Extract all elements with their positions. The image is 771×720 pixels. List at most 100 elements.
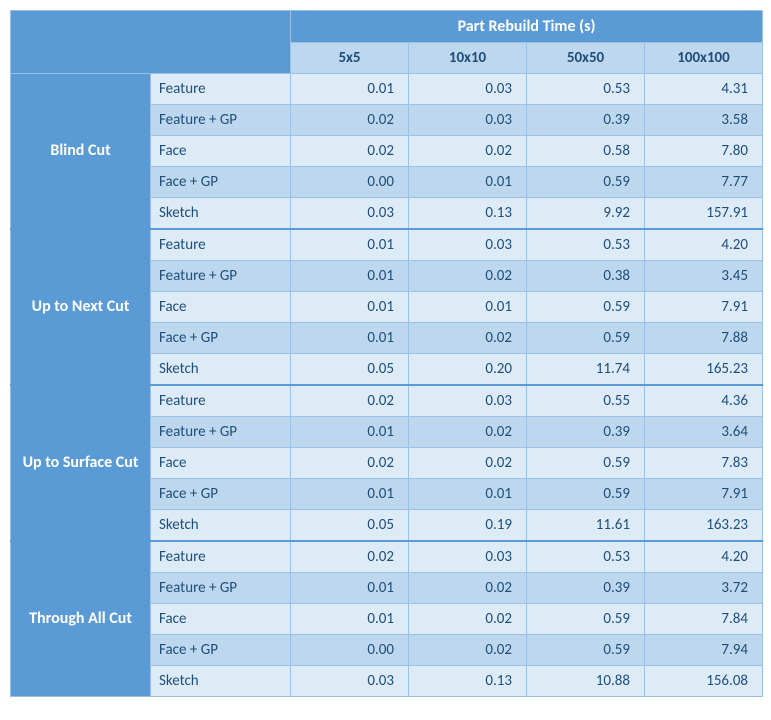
method-label: Face xyxy=(151,448,291,479)
method-label: Face xyxy=(151,604,291,635)
value-cell: 0.01 xyxy=(409,479,527,510)
value-cell: 11.61 xyxy=(527,510,645,542)
col-10x10: 10x10 xyxy=(409,43,527,74)
value-cell: 0.59 xyxy=(527,167,645,198)
value-cell: 0.05 xyxy=(291,510,409,542)
value-cell: 165.23 xyxy=(645,354,763,386)
value-cell: 9.92 xyxy=(527,198,645,230)
value-cell: 0.58 xyxy=(527,136,645,167)
value-cell: 0.01 xyxy=(291,417,409,448)
value-cell: 7.88 xyxy=(645,323,763,354)
table-row: Up to Next CutFeature0.010.030.534.20 xyxy=(11,229,763,261)
corner-blank xyxy=(11,11,291,74)
value-cell: 4.20 xyxy=(645,541,763,573)
value-cell: 0.01 xyxy=(291,323,409,354)
rebuild-time-table: Part Rebuild Time (s) 5x5 10x10 50x50 10… xyxy=(10,10,763,697)
method-label: Feature + GP xyxy=(151,261,291,292)
table-row: Blind CutFeature0.010.030.534.31 xyxy=(11,74,763,105)
value-cell: 0.39 xyxy=(527,105,645,136)
method-label: Face + GP xyxy=(151,479,291,510)
value-cell: 0.02 xyxy=(291,105,409,136)
value-cell: 0.01 xyxy=(291,604,409,635)
value-cell: 0.20 xyxy=(409,354,527,386)
value-cell: 0.02 xyxy=(409,136,527,167)
value-cell: 0.13 xyxy=(409,198,527,230)
value-cell: 0.00 xyxy=(291,167,409,198)
method-label: Feature + GP xyxy=(151,105,291,136)
value-cell: 0.00 xyxy=(291,635,409,666)
value-cell: 0.01 xyxy=(291,479,409,510)
value-cell: 0.59 xyxy=(527,323,645,354)
method-label: Sketch xyxy=(151,666,291,697)
value-cell: 0.03 xyxy=(409,541,527,573)
value-cell: 0.03 xyxy=(291,666,409,697)
method-label: Face + GP xyxy=(151,323,291,354)
value-cell: 7.91 xyxy=(645,479,763,510)
value-cell: 0.01 xyxy=(291,229,409,261)
method-label: Feature xyxy=(151,541,291,573)
value-cell: 0.02 xyxy=(409,323,527,354)
value-cell: 0.59 xyxy=(527,479,645,510)
table-row: Up to Surface CutFeature0.020.030.554.36 xyxy=(11,385,763,417)
value-cell: 0.03 xyxy=(291,198,409,230)
value-cell: 7.77 xyxy=(645,167,763,198)
method-label: Feature xyxy=(151,74,291,105)
value-cell: 3.45 xyxy=(645,261,763,292)
value-cell: 4.36 xyxy=(645,385,763,417)
value-cell: 0.59 xyxy=(527,635,645,666)
group-label: Blind Cut xyxy=(11,74,151,230)
value-cell: 4.20 xyxy=(645,229,763,261)
method-label: Feature + GP xyxy=(151,573,291,604)
method-label: Face xyxy=(151,292,291,323)
value-cell: 3.64 xyxy=(645,417,763,448)
value-cell: 0.53 xyxy=(527,74,645,105)
value-cell: 7.94 xyxy=(645,635,763,666)
value-cell: 7.83 xyxy=(645,448,763,479)
col-100x100: 100x100 xyxy=(645,43,763,74)
value-cell: 0.01 xyxy=(291,292,409,323)
col-5x5: 5x5 xyxy=(291,43,409,74)
value-cell: 10.88 xyxy=(527,666,645,697)
value-cell: 0.02 xyxy=(291,541,409,573)
value-cell: 0.02 xyxy=(291,385,409,417)
method-label: Sketch xyxy=(151,510,291,542)
method-label: Feature xyxy=(151,229,291,261)
method-label: Sketch xyxy=(151,354,291,386)
value-cell: 4.31 xyxy=(645,74,763,105)
value-cell: 0.01 xyxy=(409,167,527,198)
value-cell: 163.23 xyxy=(645,510,763,542)
value-cell: 0.01 xyxy=(291,261,409,292)
value-cell: 7.91 xyxy=(645,292,763,323)
value-cell: 0.03 xyxy=(409,385,527,417)
value-cell: 0.02 xyxy=(409,635,527,666)
value-cell: 0.03 xyxy=(409,229,527,261)
value-cell: 3.58 xyxy=(645,105,763,136)
value-cell: 0.02 xyxy=(291,448,409,479)
value-cell: 0.02 xyxy=(409,573,527,604)
group-label: Up to Surface Cut xyxy=(11,385,151,541)
value-cell: 0.39 xyxy=(527,573,645,604)
value-cell: 0.39 xyxy=(527,417,645,448)
value-cell: 156.08 xyxy=(645,666,763,697)
method-label: Feature xyxy=(151,385,291,417)
value-cell: 0.02 xyxy=(291,136,409,167)
value-cell: 7.80 xyxy=(645,136,763,167)
group-label: Through All Cut xyxy=(11,541,151,697)
method-label: Face + GP xyxy=(151,167,291,198)
value-cell: 0.01 xyxy=(291,573,409,604)
value-cell: 11.74 xyxy=(527,354,645,386)
value-cell: 0.55 xyxy=(527,385,645,417)
value-cell: 157.91 xyxy=(645,198,763,230)
value-cell: 0.01 xyxy=(291,74,409,105)
value-cell: 0.03 xyxy=(409,105,527,136)
col-50x50: 50x50 xyxy=(527,43,645,74)
method-label: Face xyxy=(151,136,291,167)
method-label: Face + GP xyxy=(151,635,291,666)
value-cell: 0.38 xyxy=(527,261,645,292)
value-cell: 0.59 xyxy=(527,448,645,479)
value-cell: 3.72 xyxy=(645,573,763,604)
value-cell: 7.84 xyxy=(645,604,763,635)
value-cell: 0.19 xyxy=(409,510,527,542)
value-cell: 0.03 xyxy=(409,74,527,105)
value-cell: 0.02 xyxy=(409,417,527,448)
